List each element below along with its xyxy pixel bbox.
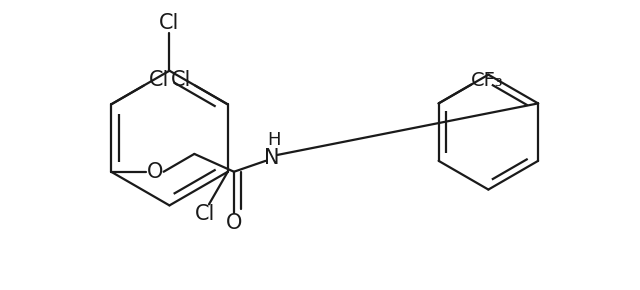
Text: Cl: Cl xyxy=(148,70,169,90)
Text: Cl: Cl xyxy=(159,13,180,33)
Text: Cl: Cl xyxy=(195,204,215,224)
Text: Cl: Cl xyxy=(171,70,191,90)
Text: O: O xyxy=(226,213,242,233)
Text: CF₃: CF₃ xyxy=(471,71,504,90)
Text: O: O xyxy=(147,162,163,182)
Text: H: H xyxy=(267,131,280,149)
Text: N: N xyxy=(264,148,279,168)
